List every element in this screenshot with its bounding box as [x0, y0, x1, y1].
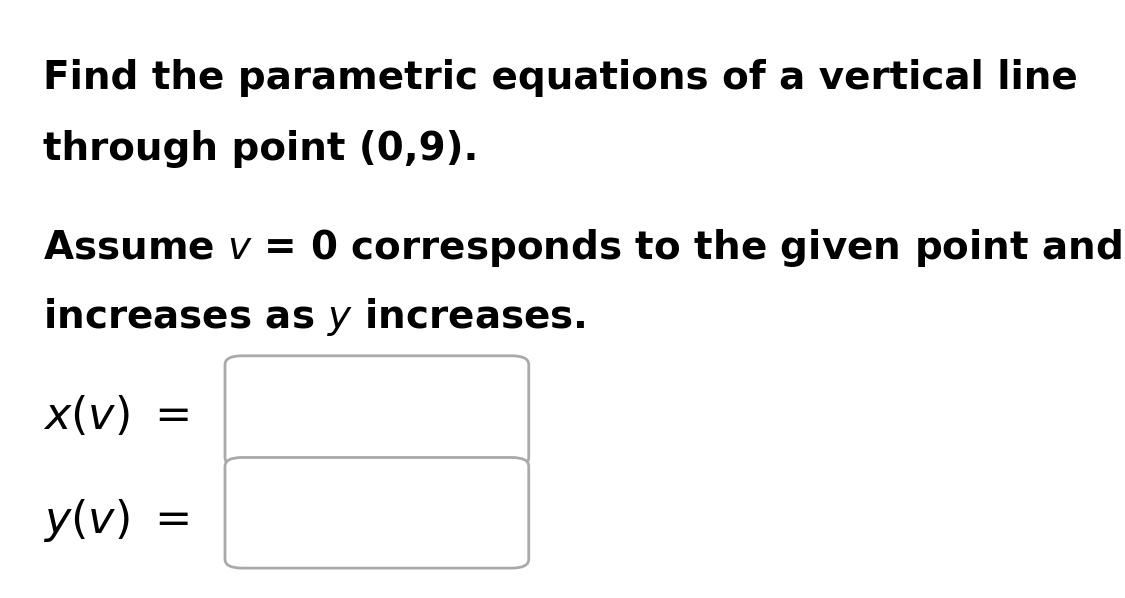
Text: $y(v)\ =$: $y(v)\ =$ [43, 497, 189, 544]
FancyBboxPatch shape [225, 356, 529, 466]
Text: through point (0,9).: through point (0,9). [43, 130, 478, 169]
Text: $x(v)\ =$: $x(v)\ =$ [43, 393, 189, 438]
Text: Find the parametric equations of a vertical line: Find the parametric equations of a verti… [43, 59, 1078, 97]
FancyBboxPatch shape [225, 457, 529, 568]
Text: Assume $v$ = 0 corresponds to the given point and $v$: Assume $v$ = 0 corresponds to the given … [43, 227, 1125, 269]
Text: increases as $y$ increases.: increases as $y$ increases. [43, 296, 585, 338]
